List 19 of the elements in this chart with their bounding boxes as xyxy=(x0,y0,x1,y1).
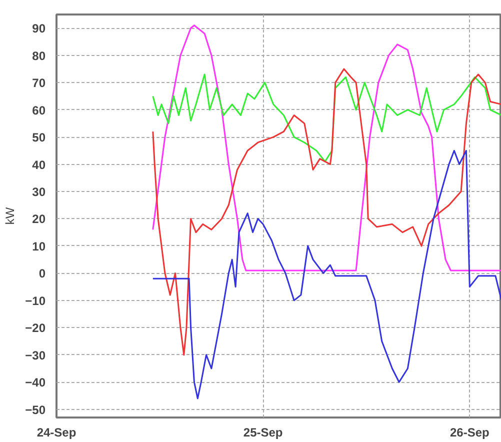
x-tick-label: 25-Sep xyxy=(243,426,283,440)
y-tick-label: −40 xyxy=(25,376,46,390)
y-tick-label: 30 xyxy=(32,184,46,199)
y-tick-label: −10 xyxy=(25,294,46,308)
y-tick-label: 50 xyxy=(32,130,46,145)
y-tick-label: 20 xyxy=(32,212,46,226)
y-tick-label: 70 xyxy=(32,76,46,90)
y-tick-label: −30 xyxy=(25,348,46,362)
y-tick-label: 40 xyxy=(32,158,46,172)
y-tick-label: 10 xyxy=(32,239,46,254)
y-tick-label: 0 xyxy=(38,266,46,281)
y-tick-label: −20 xyxy=(25,321,46,336)
y-axis-title: kW xyxy=(3,206,18,225)
y-tick-label: 60 xyxy=(32,103,46,118)
y-tick-label: −50 xyxy=(25,402,46,417)
x-tick-label: 26-Sep xyxy=(450,426,490,440)
y-tick-label: 80 xyxy=(32,48,46,63)
y-tick-label: 90 xyxy=(32,22,46,36)
x-tick-label: 24-Sep xyxy=(36,426,76,440)
